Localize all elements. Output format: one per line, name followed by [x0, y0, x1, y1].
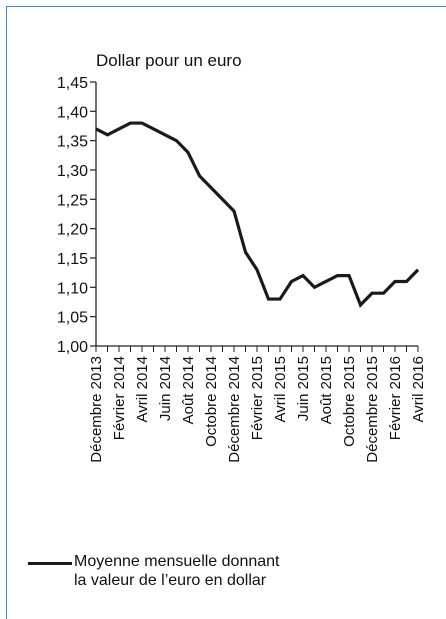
x-tick-label: Juin 2015	[295, 356, 312, 421]
x-tick-label: Février 2014	[111, 356, 128, 440]
legend-label: Moyenne mensuelle donnant la valeur de l…	[74, 553, 280, 589]
series-layer	[95, 121, 420, 308]
y-tick-label: 1,15	[57, 251, 88, 268]
x-tick-label: Décembre 2014	[226, 356, 243, 463]
frame-top-border	[6, 6, 446, 7]
x-tick-label: Avril 2016	[410, 356, 427, 422]
x-tick-label: Avril 2014	[134, 356, 151, 422]
y-tick-label: 1,00	[57, 339, 88, 356]
y-tick-label: 1,05	[57, 310, 88, 327]
y-tick-label: 1,10	[57, 280, 88, 297]
series-line	[95, 121, 420, 308]
y-tick-label: 1,30	[57, 163, 88, 180]
unit-label: Dollar pour un euro	[96, 51, 242, 70]
x-axis-ticks: Décembre 2013 Février 2014 Avril 2014 Juin …	[88, 346, 427, 463]
y-tick-label: 1,35	[57, 134, 88, 151]
x-tick-label: Décembre 2015	[364, 356, 381, 463]
legend-line-swatch	[28, 562, 72, 565]
x-tick-label: Octobre 2014	[203, 356, 220, 447]
y-axis-ticks: 1,00 1,05 1,10 1,15 1,20 1,25 1,30 1,35 1,40 1,45	[57, 75, 96, 356]
y-tick-label: 1,45	[57, 75, 88, 92]
y-tick-label: 1,40	[57, 104, 88, 121]
x-tick-label: Juin 2014	[157, 356, 174, 421]
x-tick-label: Août 2015	[318, 356, 335, 424]
x-tick-label: Octobre 2015	[341, 356, 358, 447]
y-tick-label: 1,25	[57, 192, 88, 209]
axes	[95, 82, 418, 347]
x-tick-label: Février 2016	[387, 356, 404, 440]
x-tick-label: Août 2014	[180, 356, 197, 424]
x-tick-label: Avril 2015	[272, 356, 289, 422]
x-tick-label: Décembre 2013	[88, 356, 105, 463]
y-tick-label: 1,20	[57, 222, 88, 239]
frame-left-border	[6, 6, 7, 619]
x-tick-label: Février 2015	[249, 356, 266, 440]
